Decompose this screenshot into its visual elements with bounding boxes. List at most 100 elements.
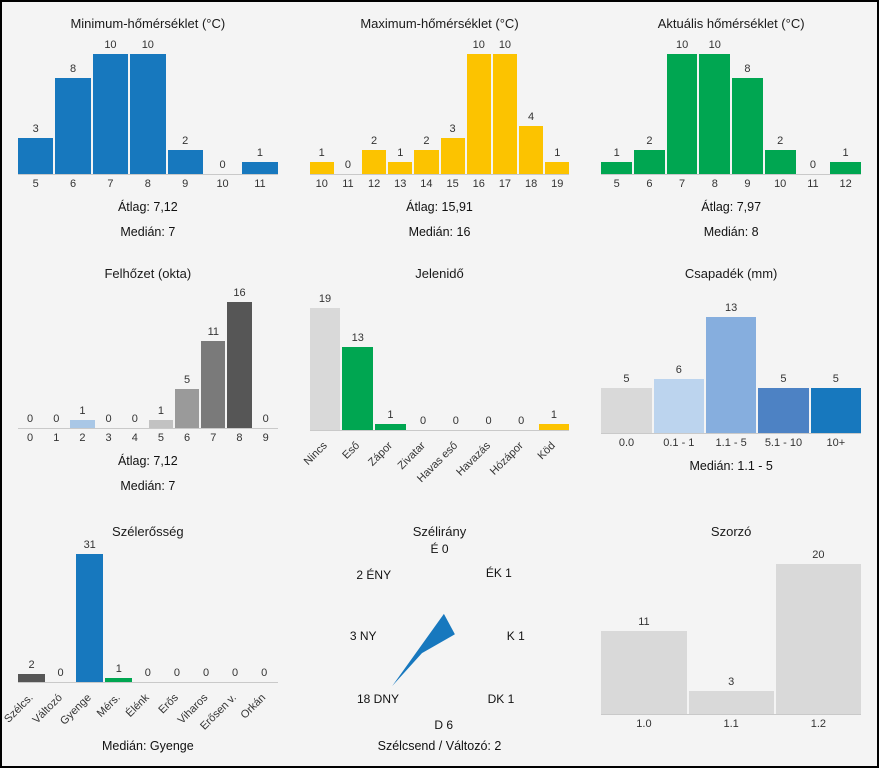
bar xyxy=(519,126,544,174)
x-axis-line xyxy=(601,714,861,715)
x-axis-labels: 5 6 7 8 9 10 11 12 xyxy=(597,178,865,190)
x-tick-label: 9 xyxy=(262,432,269,444)
chart-current-temperature: Aktuális hőmérséklet (°C) 1 2 10 10 8 2 0 1 5 6 7 8… xyxy=(585,2,877,252)
stat-line: Átlag: 7,12 xyxy=(117,200,178,214)
bar-value-label: 0 xyxy=(144,667,151,679)
bar-value-label: 2 xyxy=(423,134,430,147)
x-tick: 7 xyxy=(667,178,698,190)
bar-value-label: 0 xyxy=(261,667,268,679)
x-tick: 2 xyxy=(70,432,94,444)
x-tick-label: 7 xyxy=(107,178,114,190)
bar-value-label: 10 xyxy=(141,38,154,51)
bar-slot: 1 xyxy=(388,146,413,174)
bar-value-label: 2 xyxy=(28,659,35,671)
chart-title: Maximum-hőmérséklet (°C) xyxy=(360,16,519,31)
bar-slot: 5 xyxy=(810,373,861,433)
bar xyxy=(55,78,91,174)
x-tick: 19 xyxy=(545,178,569,190)
bar-value-label: 16 xyxy=(233,286,246,299)
x-tick: 11 xyxy=(242,178,277,190)
chart-body: 1 0 2 1 2 3 10 10 4 1 10 11 12 13 14 15 16 17 18 19 Átlag: 1… xyxy=(306,31,574,246)
bar xyxy=(699,54,731,174)
x-tick-label: 1 xyxy=(53,432,60,444)
bar-value-label: 1 xyxy=(256,146,263,159)
bar-value-label: 3 xyxy=(449,122,456,135)
spacer xyxy=(597,730,865,760)
x-tick-label: 11 xyxy=(807,178,819,190)
bar-value-label: 13 xyxy=(351,331,364,344)
bar-value-label: 3 xyxy=(32,122,39,135)
bar-value-label: 10 xyxy=(498,38,512,51)
chart-body: 0 0 1 0 0 1 5 11 16 0 0 1 2 3 4 5 6 7 8 9 Átlag: 7,12 Medián:… xyxy=(14,281,282,504)
bar-value-label: 0 xyxy=(105,412,112,425)
x-axis-line xyxy=(18,682,278,683)
x-tick-label: 2 xyxy=(79,432,86,444)
x-axis-labels: 5 6 7 8 9 10 11 xyxy=(14,178,282,190)
wind-direction-s: D 6 xyxy=(434,718,454,733)
bar-slot: 2 xyxy=(764,134,796,174)
spacer xyxy=(14,240,282,246)
wind-direction-ne: ÉK 1 xyxy=(485,565,512,580)
wind-direction-sw: 18 DNY xyxy=(356,692,400,707)
bar-slot: 2 xyxy=(362,135,387,174)
bar-slot: 1 xyxy=(545,147,570,174)
x-tick: 9 xyxy=(254,432,278,444)
bar-value-label: 0 xyxy=(219,158,226,171)
x-tick: 1.2 xyxy=(776,718,861,730)
x-tick-label: 5 xyxy=(613,178,620,190)
bar-slot: 3 xyxy=(688,676,774,714)
x-tick: 0.1 - 1 xyxy=(654,437,704,449)
x-tick-label: 9 xyxy=(744,178,751,190)
wind-arrow-icon xyxy=(391,613,455,687)
bar-slot: 10 xyxy=(699,39,731,174)
bar-value-label: 0 xyxy=(485,414,492,427)
bar-slot: 0 xyxy=(97,413,121,428)
x-tick-label: 0.0 xyxy=(618,437,635,449)
bar-slot: 0 xyxy=(222,667,249,682)
x-axis-line xyxy=(18,428,278,429)
x-tick: 13 xyxy=(388,178,412,190)
chart-title: Minimum-hőmérséklet (°C) xyxy=(70,16,226,31)
bar-slot: 5 xyxy=(601,373,652,433)
bar-slot: 3 xyxy=(18,122,54,174)
bar-value-label: 0 xyxy=(518,414,525,427)
compass-footer: Szélcsend / Változó: 2 xyxy=(377,739,502,753)
stat-line: Átlag: 7,97 xyxy=(701,200,762,214)
bar-slot: 2 xyxy=(414,134,439,174)
x-tick: 8 xyxy=(227,432,251,444)
bar-slot: 10 xyxy=(666,39,698,174)
bar-slot: 1 xyxy=(538,409,570,430)
x-tick: 8 xyxy=(699,178,730,190)
x-tick-label: 16 xyxy=(472,178,485,190)
bar-slot: 11 xyxy=(201,325,226,428)
bar xyxy=(76,554,104,683)
bar-value-label: 1 xyxy=(387,408,394,421)
x-axis-labels: Szélcs. Változó Gyenge Mérs. Élénk Erős Viharo… xyxy=(2,686,282,733)
chart-title: Felhőzet (okta) xyxy=(104,266,192,281)
x-tick-label: 13 xyxy=(394,178,407,190)
bar-slot: 10 xyxy=(466,39,491,174)
bar-value-label: 1 xyxy=(397,146,404,159)
bar xyxy=(440,138,465,174)
bar-value-label: 0 xyxy=(27,412,34,425)
bar xyxy=(634,150,665,174)
x-tick: 5 xyxy=(149,432,173,444)
x-tick-label: Köd xyxy=(535,439,559,463)
chart-wind-direction: Szélirány É 0 ÉK 1 K 1 DK 1 D 6 18 DNY 3 NY 2 É… xyxy=(294,510,586,766)
x-tick: 17 xyxy=(493,178,517,190)
bar-value-label: 2 xyxy=(777,134,784,147)
bar xyxy=(18,674,46,683)
bar-plot: 1 2 10 10 8 2 0 1 xyxy=(597,39,865,174)
chart-cloud-cover: Felhőzet (okta) 0 0 1 0 0 1 5 11 16 0 0 1 2 3 4 5 6 7 8 9 Át… xyxy=(2,252,294,510)
x-tick-label: 14 xyxy=(420,178,433,190)
spacer xyxy=(306,240,574,246)
x-tick: Hózápor xyxy=(488,434,537,490)
bar xyxy=(242,162,278,174)
bar-value-label: 11 xyxy=(207,325,219,338)
bar-value-label: 13 xyxy=(725,301,738,314)
chart-title: Csapadék (mm) xyxy=(684,266,778,281)
x-tick-label: 6 xyxy=(184,432,191,444)
bar-value-label: 4 xyxy=(528,110,535,123)
bar xyxy=(492,54,518,174)
bar xyxy=(764,150,796,174)
